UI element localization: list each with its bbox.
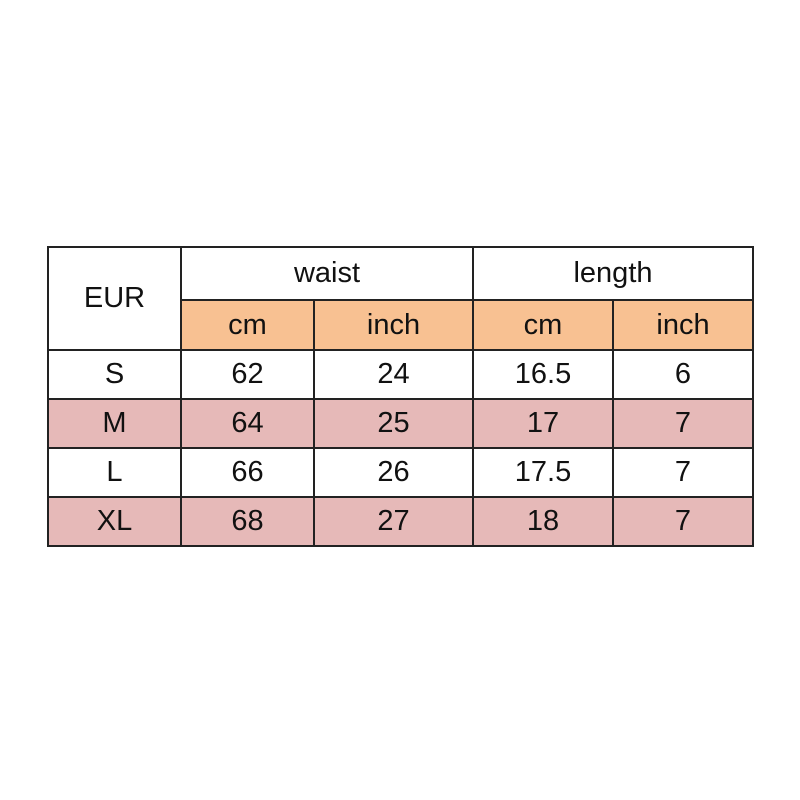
value-cell: 62 [180, 349, 315, 400]
size-cell: L [47, 447, 182, 498]
table-row: M 64 25 17 7 [47, 398, 754, 449]
value-cell: 6 [612, 349, 754, 400]
value-cell: 66 [180, 447, 315, 498]
group-header-waist: waist [180, 246, 474, 301]
value-cell: 68 [180, 496, 315, 547]
group-header-row: EUR waist length [47, 246, 754, 351]
value-cell: 26 [313, 447, 474, 498]
value-cell: 17.5 [472, 447, 614, 498]
unit-header: cm [180, 299, 315, 351]
value-cell: 16.5 [472, 349, 614, 400]
value-cell: 7 [612, 447, 754, 498]
size-cell: XL [47, 496, 182, 547]
value-cell: 27 [313, 496, 474, 547]
value-cell: 7 [612, 398, 754, 449]
size-cell: S [47, 349, 182, 400]
unit-header: inch [612, 299, 754, 351]
group-header-length: length [472, 246, 754, 301]
value-cell: 25 [313, 398, 474, 449]
value-cell: 18 [472, 496, 614, 547]
size-cell: M [47, 398, 182, 449]
value-cell: 64 [180, 398, 315, 449]
value-cell: 24 [313, 349, 474, 400]
unit-header: cm [472, 299, 614, 351]
size-chart-table: EUR waist length cm inch cm inch S 62 24… [47, 246, 754, 547]
unit-header: inch [313, 299, 474, 351]
corner-header: EUR [47, 246, 182, 351]
value-cell: 7 [612, 496, 754, 547]
table-row: S 62 24 16.5 6 [47, 349, 754, 400]
value-cell: 17 [472, 398, 614, 449]
table-row: L 66 26 17.5 7 [47, 447, 754, 498]
table-row: XL 68 27 18 7 [47, 496, 754, 547]
unit-header-row: cm inch cm inch [48, 299, 754, 351]
